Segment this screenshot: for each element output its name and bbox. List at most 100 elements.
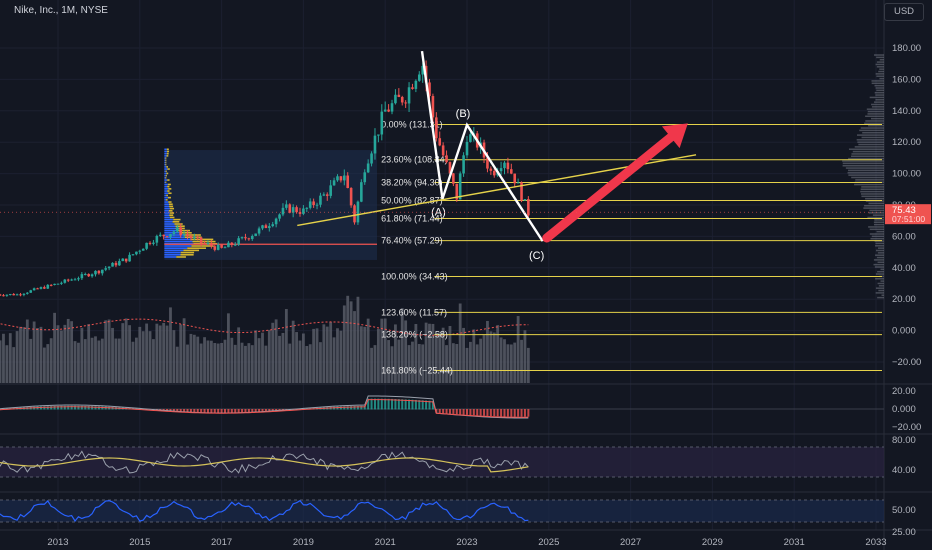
candle: [400, 96, 404, 103]
vp-right-bin: [848, 157, 884, 160]
vp-bin-a: [164, 247, 188, 249]
vp-bin-b: [165, 161, 167, 164]
macd-histogram-bar: [438, 409, 441, 414]
vp-right-bin: [854, 183, 884, 186]
last-price-label: 75.43: [892, 205, 916, 216]
currency-button[interactable]: USD: [884, 3, 924, 21]
candle: [210, 243, 213, 247]
volume-bar: [250, 345, 254, 383]
candle: [325, 194, 329, 196]
volume-bar: [46, 344, 50, 383]
vp-bin-a: [164, 249, 184, 252]
volume-bar: [66, 318, 70, 383]
macd-histogram-bar: [397, 399, 400, 410]
macd-histogram-bar: [350, 406, 353, 410]
macd-histogram-bar: [234, 409, 237, 413]
vp-right-bin: [868, 124, 884, 127]
volume-bar: [278, 335, 281, 383]
volume-bar: [254, 330, 258, 383]
candle: [247, 238, 251, 240]
vp-bin-b: [167, 196, 171, 199]
candle: [445, 155, 448, 163]
vp-bin-b: [166, 199, 168, 201]
macd-histogram-bar: [251, 409, 254, 413]
volume-bar: [288, 343, 292, 383]
candle: [298, 212, 302, 214]
vp-right-bin: [875, 287, 884, 289]
volume-bar: [257, 338, 261, 383]
macd-histogram-bar: [421, 400, 424, 410]
macd-histogram-bar: [241, 409, 244, 413]
vp-bin-a: [164, 192, 169, 195]
vp-bin-b: [167, 179, 170, 181]
candle: [203, 243, 206, 245]
time-tick-label: 2027: [620, 537, 641, 548]
vp-bin-b: [169, 212, 175, 214]
macd-histogram-bar: [520, 409, 523, 417]
fib-retracement[interactable]: 0.00% (131.31) 23.60% (108.84) 38.20% (94.…: [381, 119, 882, 376]
candle: [288, 204, 292, 213]
vp-bin-b: [169, 205, 174, 208]
macd-histogram-bar: [486, 409, 489, 416]
volume-bar: [77, 342, 80, 383]
candle: [438, 138, 442, 146]
vp-bin-b: [184, 234, 201, 236]
volume-bar: [523, 330, 527, 383]
macd-histogram-bar: [268, 409, 271, 412]
candle: [193, 237, 196, 239]
vp-bin-a: [164, 148, 167, 151]
volume-bar: [298, 340, 302, 383]
volume-bar: [107, 319, 111, 383]
candle: [111, 262, 114, 267]
volume-bar: [56, 325, 60, 383]
vp-bin-a: [164, 232, 180, 234]
drawings[interactable]: (A) (B) (C): [297, 50, 697, 262]
volume-bar: [22, 327, 26, 383]
candle: [135, 251, 138, 255]
candle: [0, 294, 2, 296]
vp-bin-a: [164, 170, 166, 173]
fib-level-label: 123.60% (11.57): [381, 307, 447, 317]
candle: [465, 141, 469, 156]
vp-bin-a: [164, 166, 167, 168]
volume-bar: [264, 345, 268, 383]
volume-bar: [39, 326, 43, 383]
macd-histogram-bar: [176, 409, 179, 412]
volume-bar: [220, 342, 223, 383]
vp-bin-a: [164, 163, 166, 166]
vp-bin-a: [164, 161, 166, 164]
vp-bin-b: [168, 201, 172, 203]
candle: [373, 135, 377, 154]
candle: [145, 242, 148, 249]
vp-right-bin: [869, 96, 884, 99]
vp-bin-b: [169, 207, 175, 210]
volume-bar: [421, 344, 425, 383]
volume-bar: [319, 342, 322, 383]
volume-bar: [346, 295, 350, 383]
vp-right-bin: [877, 247, 884, 249]
vp-bin-a: [164, 236, 185, 238]
volume-profile: [164, 54, 884, 299]
macd-histogram-bar: [459, 409, 462, 415]
volume-bar: [414, 324, 418, 383]
macd-histogram-bar: [172, 409, 175, 412]
macd-histogram-bar: [370, 398, 373, 410]
macd-histogram-bar: [227, 409, 230, 413]
vp-bin-a: [164, 253, 181, 256]
candle: [383, 109, 387, 112]
vp-right-bin: [876, 89, 884, 92]
volume-bar: [482, 335, 486, 383]
candle: [53, 283, 56, 285]
macd-histogram-bar: [503, 409, 506, 417]
macd-histogram-bar: [367, 398, 370, 410]
volume-bar: [124, 318, 128, 383]
vp-right-bin: [869, 209, 884, 212]
vp-right-bin: [876, 56, 884, 59]
candle: [329, 185, 332, 196]
volume-bar: [411, 341, 414, 383]
volume-bar: [230, 337, 234, 383]
vp-bin-b: [168, 203, 173, 206]
volume-bar: [32, 321, 36, 383]
candle: [107, 266, 111, 269]
